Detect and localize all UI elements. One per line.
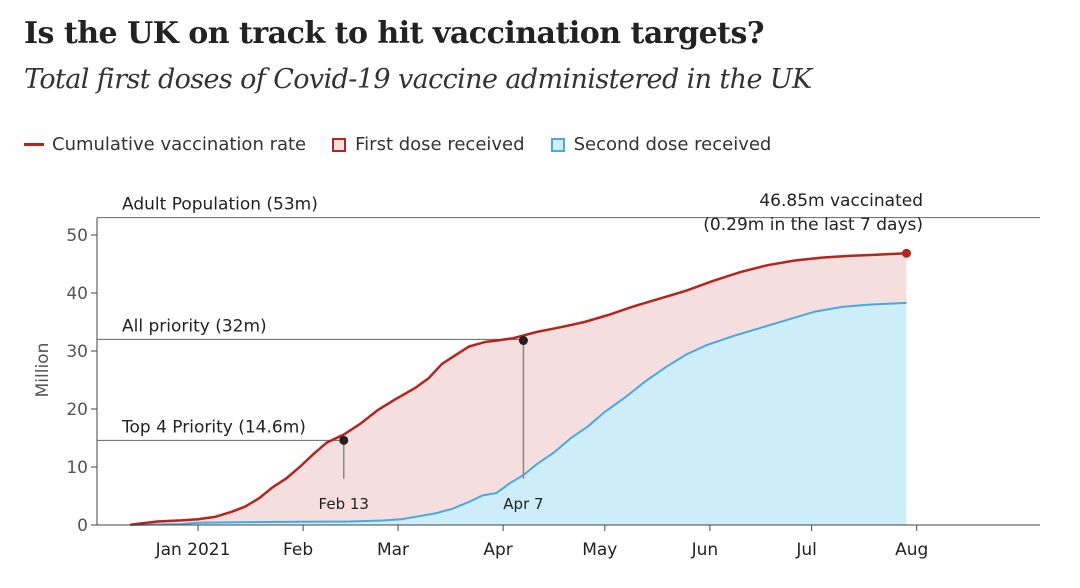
marker-dot-1: [518, 336, 528, 346]
marker-label-0: Feb 13: [319, 495, 369, 513]
x-tick-label-0: Jan 2021: [155, 540, 231, 560]
x-tick-label-6: Jul: [795, 540, 817, 560]
y-axis-title: Million: [33, 343, 53, 398]
chart-subtitle: Total first doses of Covid-19 vaccine ad…: [24, 64, 812, 95]
x-tick-label-5: Jun: [691, 540, 719, 560]
y-tick-label-10: 10: [66, 458, 88, 478]
y-tick-label-40: 40: [66, 284, 88, 304]
y-tick-label-50: 50: [66, 226, 88, 246]
y-tick-label-0: 0: [77, 516, 88, 536]
reference-label-2: Top 4 Priority (14.6m): [121, 417, 306, 437]
latest-annotation-line1: 46.85m vaccinated: [759, 191, 923, 211]
legend: Cumulative vaccination rate First dose r…: [24, 134, 797, 155]
legend-item-second-dose: Second dose received: [550, 134, 772, 155]
second-dose-line: [130, 301, 907, 526]
legend-label-second-dose: Second dose received: [573, 134, 772, 155]
legend-second-dose-swatch: [550, 137, 565, 152]
second-dose-area: [130, 302, 907, 525]
reference-label-0: Adult Population (53m): [122, 195, 318, 215]
legend-first-dose-swatch: [332, 137, 347, 152]
x-tick-label-3: Apr: [483, 540, 512, 560]
legend-item-cumulative: Cumulative vaccination rate: [24, 134, 306, 155]
reference-label-1: All priority (32m): [122, 316, 267, 336]
marker-dot-0: [339, 435, 349, 445]
y-tick-label-20: 20: [66, 400, 88, 420]
x-tick-label-7: Aug: [895, 540, 928, 560]
x-tick-label-1: Feb: [283, 540, 313, 560]
x-tick-label-4: May: [582, 540, 617, 560]
legend-label-cumulative: Cumulative vaccination rate: [52, 134, 307, 155]
y-tick-label-30: 30: [66, 342, 88, 362]
legend-item-first-dose: First dose received: [332, 134, 525, 155]
legend-line-swatch: [24, 143, 44, 146]
cumulative-line: [130, 252, 907, 526]
legend-label-first-dose: First dose received: [355, 134, 525, 155]
latest-annotation-line2: (0.29m in the last 7 days): [703, 215, 923, 235]
chart-title: Is the UK on track to hit vaccination ta…: [24, 16, 765, 51]
latest-point: [902, 248, 912, 258]
x-tick-label-2: Mar: [377, 540, 409, 560]
marker-label-1: Apr 7: [503, 495, 543, 513]
